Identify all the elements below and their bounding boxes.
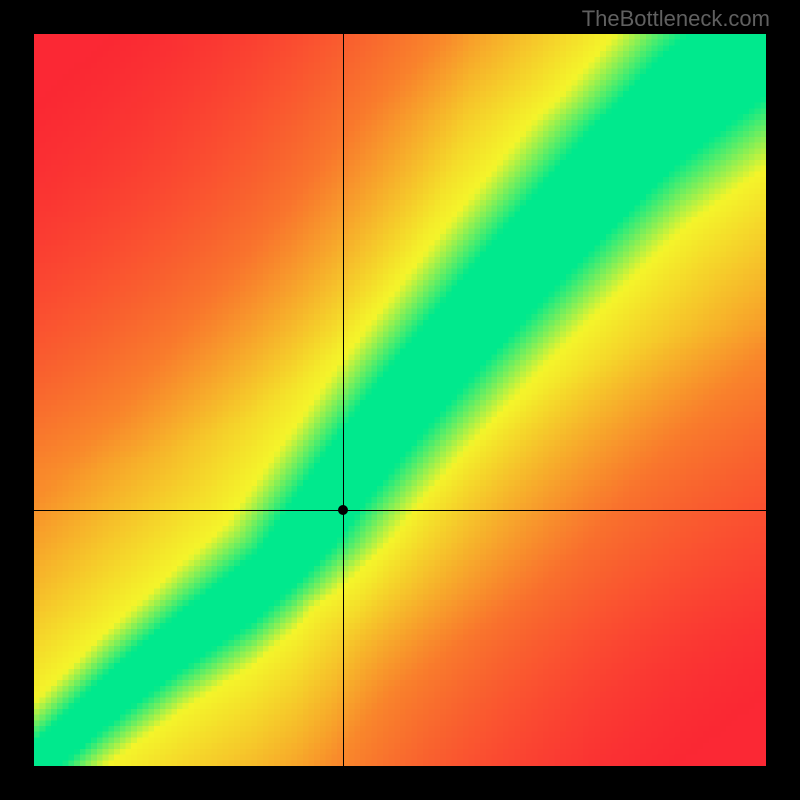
heatmap-plot <box>34 34 766 766</box>
crosshair-horizontal <box>34 510 766 511</box>
crosshair-vertical <box>343 34 344 766</box>
data-point-marker <box>338 505 348 515</box>
chart-container: TheBottleneck.com <box>0 0 800 800</box>
heatmap-canvas <box>34 34 766 766</box>
watermark-text: TheBottleneck.com <box>582 6 770 32</box>
